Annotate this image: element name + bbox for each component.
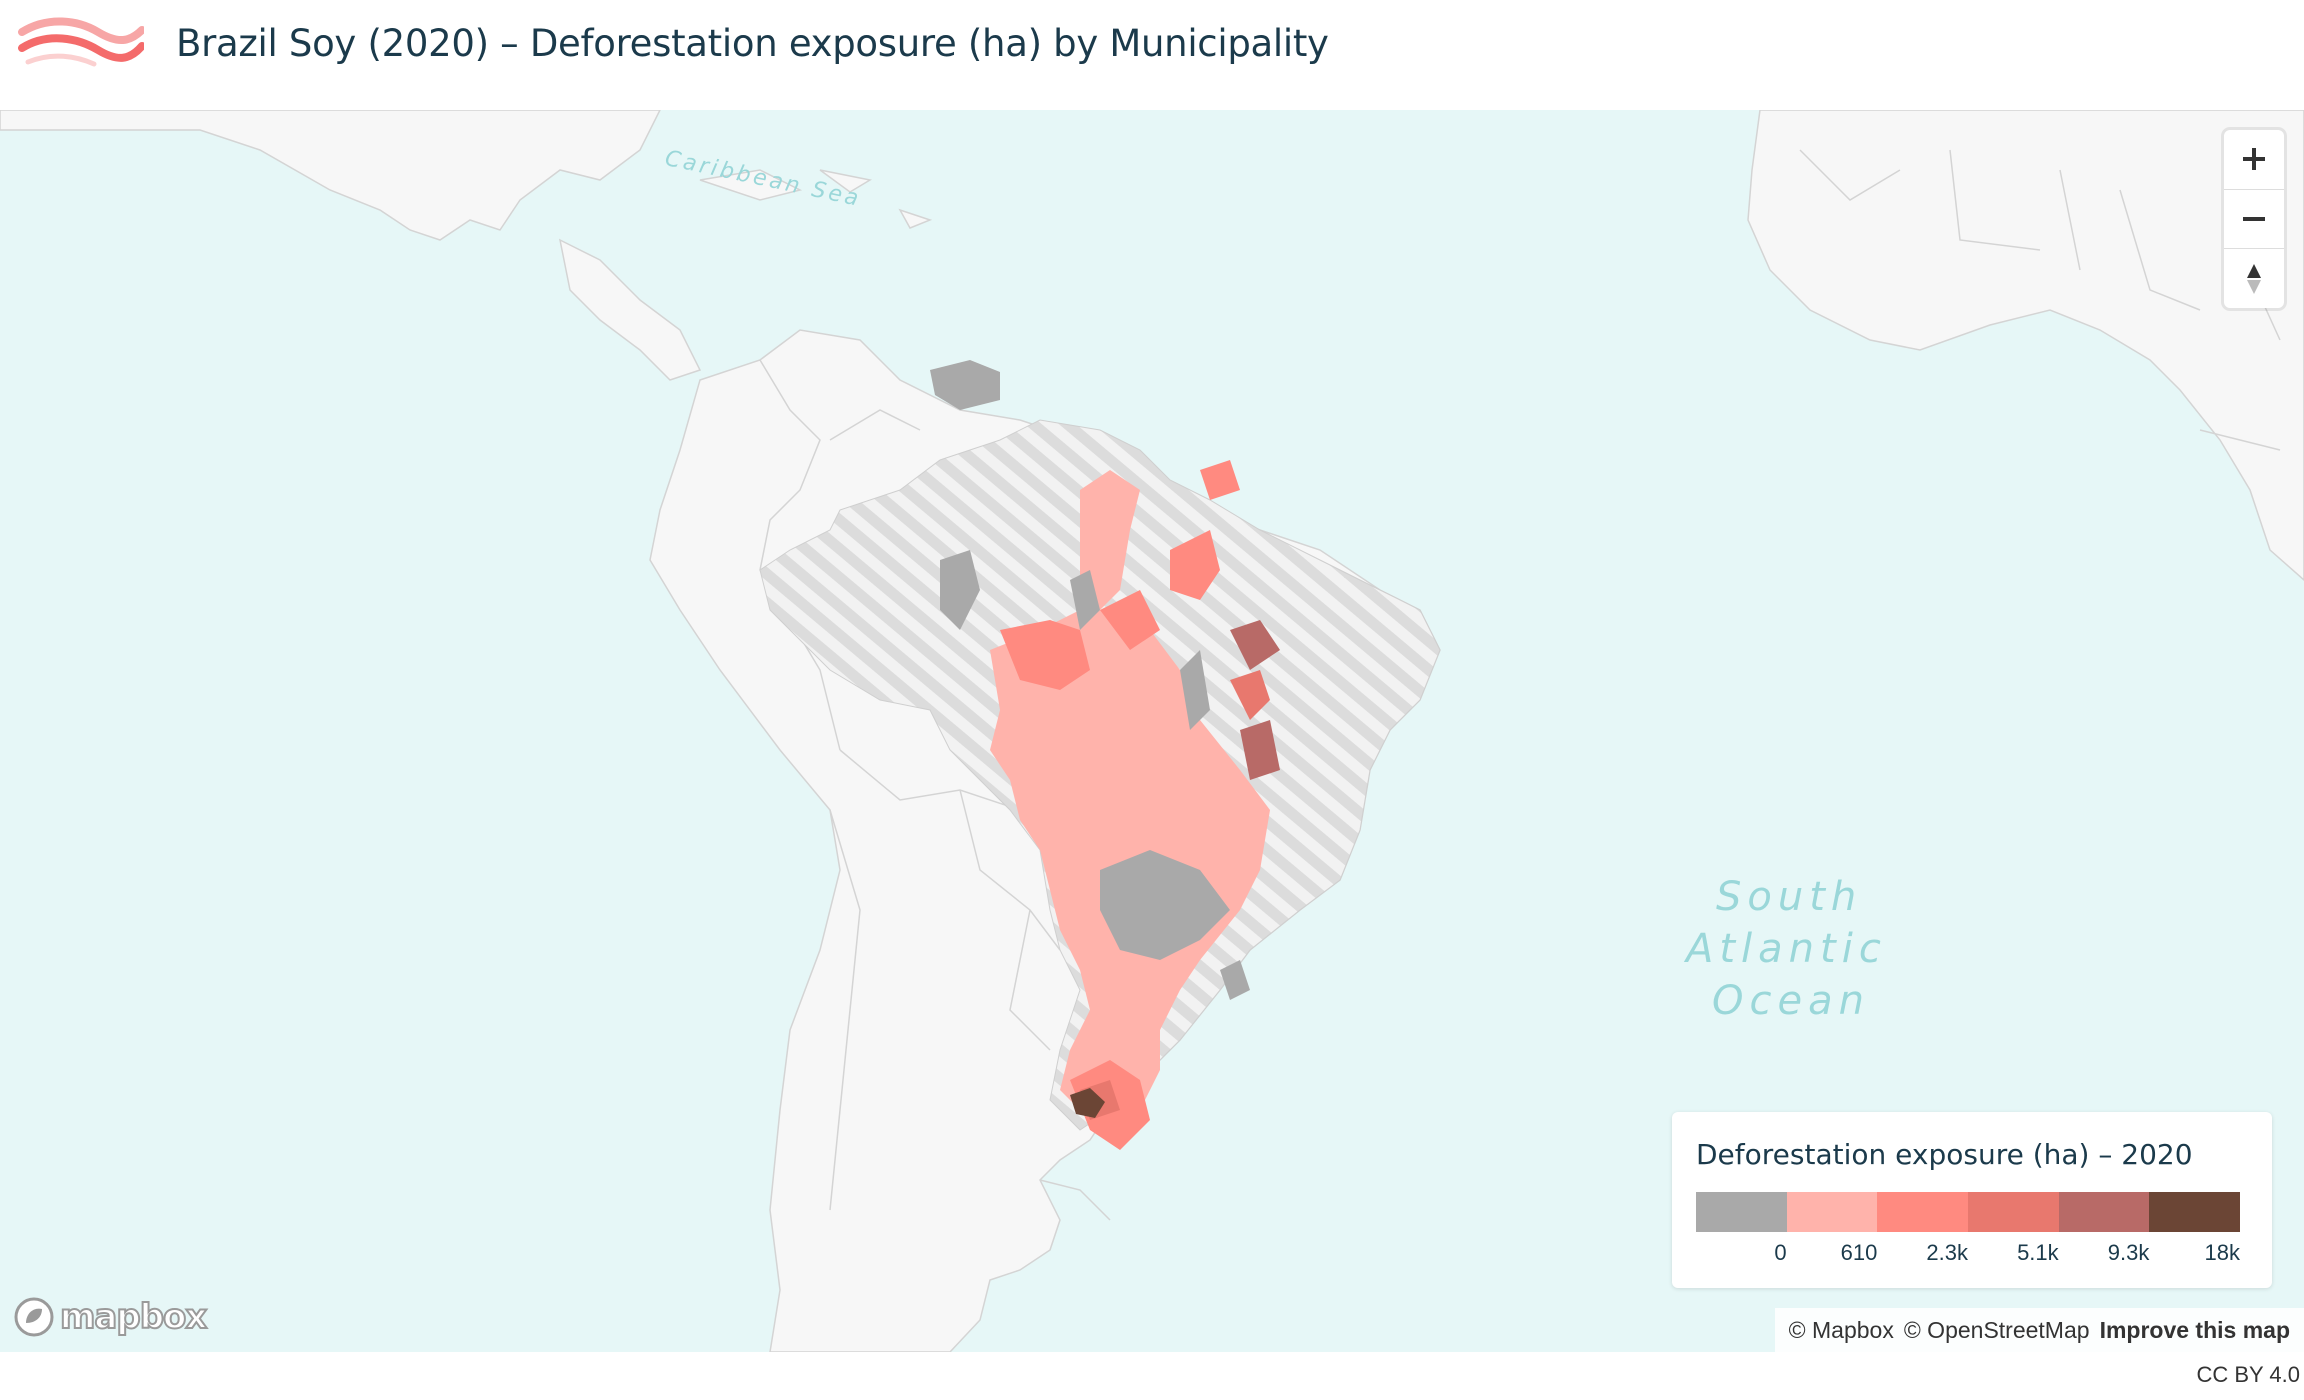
legend-color-bar	[1696, 1192, 2241, 1232]
legend-tick-label: 610	[1840, 1240, 1878, 1265]
uruguay-border	[1039, 1179, 1111, 1221]
page-title: Brazil Soy (2020) – Deforestation exposu…	[176, 22, 1329, 65]
legend-tick-label: 18k	[2204, 1240, 2240, 1265]
legend-swatch	[1877, 1192, 1969, 1232]
improve-map-link[interactable]: Improve this map	[2099, 1316, 2290, 1343]
south-atlantic-label-line2: Atlantic	[1686, 926, 1887, 972]
legend-ticks: 0 610 2.3k 5.1k 9.3k 18k	[1696, 1240, 2240, 1270]
legend-tick-label: 9.3k	[2107, 1240, 2150, 1265]
country-borders	[759, 359, 1061, 1211]
south-atlantic-label-line3: Ocean	[1712, 978, 1870, 1024]
map-navigation-control	[2224, 130, 2284, 308]
choropleth-class-5-1k	[1080, 670, 1270, 1120]
legend-swatch	[2058, 1192, 2150, 1232]
map-attribution: © Mapbox © OpenStreetMap Improve this ma…	[1774, 1308, 2304, 1352]
legend-tick-label: 0	[1774, 1240, 1787, 1265]
mapbox-logo-text: mapbox	[59, 1296, 208, 1338]
minus-icon	[2243, 217, 2265, 221]
compass-icon	[2247, 263, 2261, 294]
legend-swatch	[1786, 1192, 1878, 1232]
legend-title: Deforestation exposure (ha) – 2020	[1696, 1138, 2193, 1171]
attribution-mapbox-link[interactable]: © Mapbox	[1788, 1316, 1894, 1343]
plus-icon	[2243, 148, 2265, 171]
choropleth-class-18k	[1070, 1088, 1105, 1118]
attribution-osm-link[interactable]: © OpenStreetMap	[1903, 1316, 2090, 1343]
legend-swatch	[1696, 1192, 1787, 1232]
map-canvas[interactable]: Caribbean Sea South Atlantic Ocean Defor…	[0, 110, 2304, 1352]
wave-logo-icon	[18, 17, 144, 67]
legend-tick-label: 2.3k	[1926, 1240, 1968, 1265]
mapbox-logo[interactable]: mapbox	[12, 1294, 208, 1340]
mapbox-logo-icon	[14, 1297, 54, 1337]
choropleth-class-0	[930, 360, 1250, 1000]
basemap	[0, 110, 2304, 1352]
choropleth-class-2-3k	[1000, 460, 1240, 1150]
south-atlantic-label-line1: South	[1716, 874, 1863, 920]
legend-swatch	[1968, 1192, 2059, 1232]
zoom-out-button[interactable]	[2224, 190, 2284, 250]
footer: CC BY 4.0	[0, 1352, 2304, 1400]
license-label: CC BY 4.0	[2196, 1362, 2300, 1387]
legend-swatch	[2149, 1192, 2241, 1232]
zoom-in-button[interactable]	[2224, 130, 2284, 190]
reset-bearing-button[interactable]	[2224, 249, 2284, 308]
central-america-land	[0, 110, 702, 381]
legend-tick-label: 5.1k	[2017, 1240, 2059, 1265]
africa-borders	[1799, 149, 2281, 451]
choropleth-class-9-3k	[1230, 620, 1280, 780]
africa-land	[1747, 110, 2304, 582]
caribbean-islands	[699, 169, 933, 229]
map-legend: Deforestation exposure (ha) – 2020 0 610 2…	[1672, 1112, 2272, 1288]
header: Brazil Soy (2020) – Deforestation exposu…	[0, 0, 2304, 110]
